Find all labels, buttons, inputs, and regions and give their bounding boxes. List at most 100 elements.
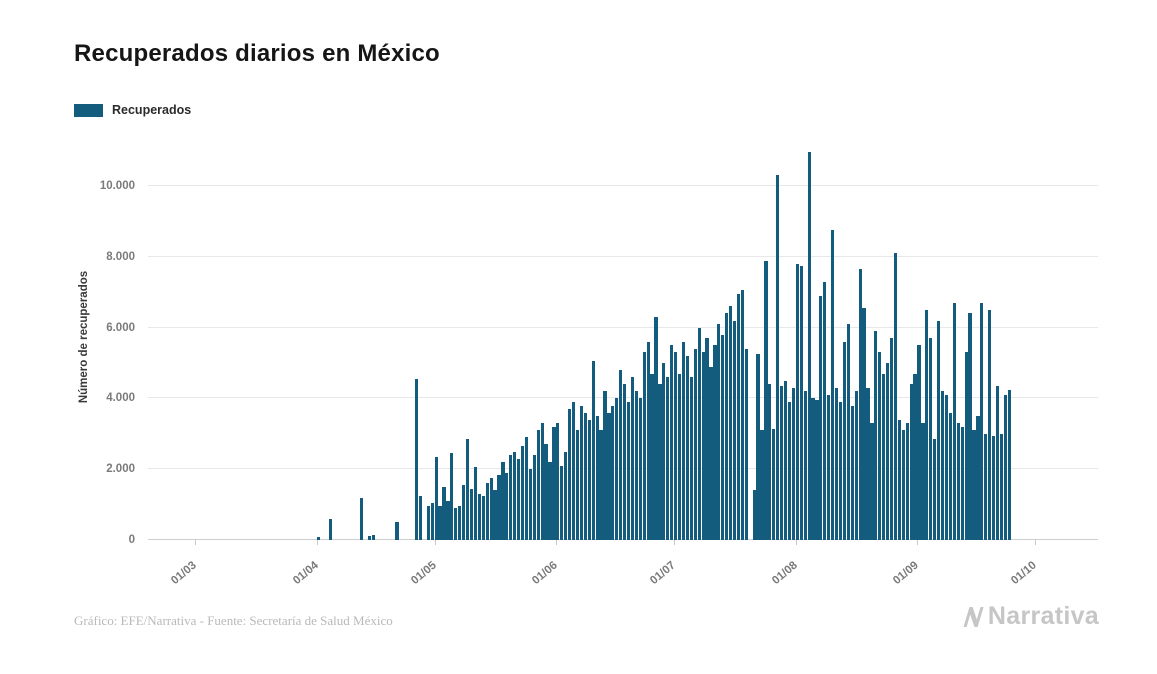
bar-01-04: [316, 537, 321, 540]
bar-08-08: [823, 281, 827, 540]
bar-26-06: [654, 317, 658, 540]
bar-22-08: [878, 352, 882, 540]
x-tick-mark: [917, 540, 919, 545]
bar-02-07: [677, 373, 682, 540]
bar-14-04: [367, 536, 372, 540]
bar-16-05: [493, 490, 497, 540]
bar-02-09: [921, 423, 925, 540]
bar-16-08: [854, 391, 858, 540]
bar-17-05: [497, 474, 501, 540]
bar-19-05: [505, 472, 509, 540]
brand-logo: Narrativa: [960, 602, 1099, 631]
bar-30-05: [548, 462, 552, 540]
bar-13-06: [603, 391, 607, 540]
x-tick-mark: [1035, 540, 1037, 545]
bar-11-06: [595, 416, 599, 540]
bar-07-05: [458, 506, 462, 540]
bar-30-07: [787, 401, 792, 540]
bar-16-09: [976, 416, 980, 540]
bar-19-09: [988, 309, 992, 540]
bar-04-04: [328, 518, 332, 540]
bar-19-07: [744, 348, 748, 540]
bar-17-08: [858, 269, 862, 540]
y-tick-label: 2.000: [106, 463, 135, 476]
bar-21-05: [513, 451, 517, 540]
bar-25-07: [768, 384, 772, 540]
bar-22-05: [517, 458, 521, 540]
brand-name: Narrativa: [987, 602, 1099, 630]
bar-28-08: [901, 430, 905, 540]
narrativa-logo-icon: [960, 604, 986, 630]
bar-15-08: [850, 405, 854, 540]
x-tick-label-01/08: 01/08: [769, 559, 800, 588]
bar-01-07: [674, 352, 678, 540]
bar-02-06: [560, 465, 564, 540]
bar-07-06: [579, 405, 584, 540]
bar-22-07: [756, 354, 760, 540]
bar-18-08: [862, 308, 866, 540]
bar-29-07: [783, 380, 788, 540]
plot-area: 0 2.000 4.000 6.000 8.000 10.000 01/03 01/04 01…: [100, 140, 1098, 587]
bar-23-09: [1003, 394, 1007, 540]
x-tick-mark: [316, 540, 318, 545]
bar-10-06: [591, 361, 595, 540]
bar-25-08: [889, 338, 894, 540]
bar-31-08: [913, 373, 917, 540]
bar-03-05: [442, 486, 446, 540]
bar-12-07: [717, 324, 721, 540]
bar-03-06: [564, 451, 568, 540]
x-tick-mark: [556, 540, 558, 545]
gridline-6.000: [148, 326, 1098, 328]
bar-14-06: [607, 412, 611, 540]
bar-15-05: [489, 478, 493, 540]
bar-30-06: [670, 345, 674, 540]
bar-12-05: [477, 493, 481, 540]
bar-26-05: [532, 455, 536, 540]
bar-11-07: [713, 345, 717, 540]
x-tick-label-01/05: 01/05: [408, 559, 439, 588]
x-tick-label-01/03: 01/03: [169, 559, 199, 588]
bar-31-07: [791, 387, 796, 540]
bar-25-05: [528, 469, 532, 540]
bar-12-08: [838, 401, 843, 540]
bar-14-07: [725, 313, 729, 540]
bar-25-06: [650, 373, 654, 540]
bar-16-07: [732, 320, 737, 540]
bar-26-07: [772, 428, 776, 540]
bar-24-08: [886, 363, 890, 540]
bar-20-08: [870, 423, 874, 540]
bar-04-06: [568, 409, 572, 540]
bar-11-09: [956, 423, 960, 540]
y-tick-label: 8.000: [106, 250, 135, 263]
bar-28-05: [540, 423, 544, 540]
bar-07-09: [940, 391, 945, 540]
y-tick-label: 10.000: [99, 180, 135, 193]
legend-item-recuperados[interactable]: Recuperados: [74, 103, 191, 117]
bar-08-07: [701, 352, 705, 540]
bar-29-05: [544, 444, 548, 540]
y-tick-label: 4.000: [106, 392, 135, 405]
bar-12-04: [359, 497, 364, 540]
x-tick-mark: [795, 540, 797, 545]
legend-label: Recuperados: [112, 103, 192, 117]
bar-18-05: [501, 462, 505, 540]
bar-10-09: [952, 302, 956, 540]
bar-18-09: [984, 433, 988, 540]
bar-06-07: [693, 348, 697, 540]
bar-17-09: [980, 302, 984, 540]
bar-06-05: [454, 508, 458, 540]
bar-17-06: [619, 370, 623, 540]
bar-09-06: [587, 419, 591, 540]
bar-05-07: [689, 377, 693, 540]
bar-10-08: [831, 230, 835, 540]
bar-21-04: [395, 522, 399, 540]
bar-28-06: [662, 363, 666, 540]
bar-01-08: [795, 263, 799, 540]
bar-13-05: [481, 495, 485, 540]
chart-title: Recuperados diarios en México: [74, 40, 440, 67]
legend-swatch: [74, 103, 103, 117]
bar-27-05: [536, 430, 540, 540]
bar-22-09: [999, 433, 1004, 540]
bar-06-09: [937, 320, 941, 540]
